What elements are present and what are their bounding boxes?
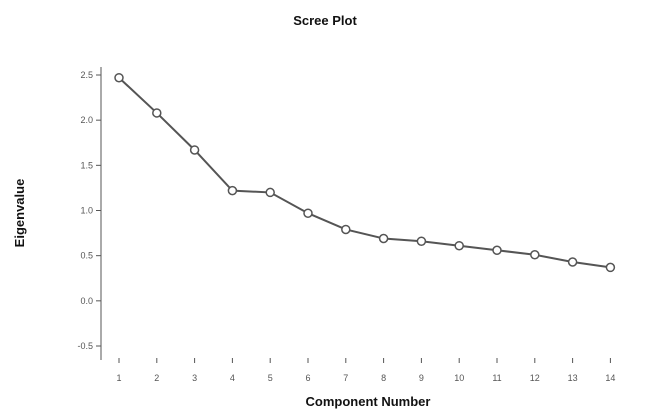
data-point	[152, 108, 162, 118]
x-tick-label: 10	[454, 373, 464, 383]
y-tick-label: 1.0	[80, 206, 93, 216]
data-point	[189, 145, 200, 155]
x-axis-label: Component Number	[306, 394, 431, 409]
data-point	[454, 240, 464, 251]
x-tick-label: 8	[381, 373, 386, 383]
y-axis-ticks: -0.5 0.0 0.5 1.0 1.5 2.0 2.5	[77, 70, 101, 351]
y-tick-label: 0.5	[80, 251, 93, 261]
data-point	[114, 72, 124, 83]
data-point	[378, 233, 389, 244]
data-point	[530, 250, 540, 260]
x-tick-label: 7	[343, 373, 348, 383]
data-point	[416, 236, 427, 246]
x-tick-label: 5	[268, 373, 273, 383]
data-point	[265, 187, 275, 198]
data-point	[303, 208, 313, 218]
x-tick-label: 3	[192, 373, 197, 383]
y-tick-label: 2.5	[80, 70, 93, 80]
x-tick-label: 12	[530, 373, 540, 383]
data-point	[492, 245, 502, 255]
x-tick-label: 13	[568, 373, 578, 383]
chart-title: Scree Plot	[293, 13, 357, 28]
plot-area	[114, 72, 616, 273]
x-axis-ticks: 1 2 3 4 5 6 7 8 9 10 11 12 13 14	[116, 358, 615, 383]
x-tick-label: 4	[230, 373, 235, 383]
y-tick-label: 2.0	[80, 115, 93, 125]
x-tick-label: 2	[154, 373, 159, 383]
y-axis-label: Eigenvalue	[12, 179, 27, 248]
data-point	[341, 224, 351, 235]
data-point	[227, 185, 238, 196]
x-tick-label: 6	[305, 373, 310, 383]
x-tick-label: 14	[605, 373, 615, 383]
x-tick-label: 1	[116, 373, 121, 383]
data-point	[605, 262, 616, 273]
series-line	[118, 76, 611, 269]
x-tick-label: 9	[419, 373, 424, 383]
x-tick-label: 11	[492, 373, 501, 383]
data-point	[567, 257, 578, 267]
y-tick-label: -0.5	[77, 341, 93, 351]
y-tick-label: 0.0	[80, 296, 93, 306]
y-tick-label: 1.5	[80, 160, 93, 170]
